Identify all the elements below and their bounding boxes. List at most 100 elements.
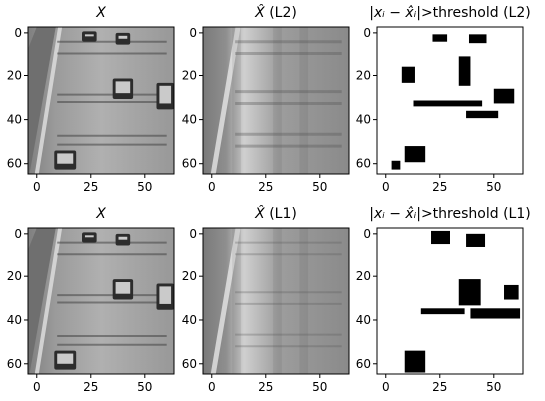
y-tick-label: 20 xyxy=(356,269,371,283)
axes-frame xyxy=(202,227,350,375)
x-tick-label: 25 xyxy=(432,180,447,194)
blur-lane-line xyxy=(210,228,241,374)
mask-blob xyxy=(504,284,519,300)
y-tick-label: 20 xyxy=(7,69,22,83)
panel-threshold-l2: |xᵢ − x̂ᵢ|>threshold (L2) 0 20 40 60 0 25 50 xyxy=(356,5,531,194)
vehicle-highlight xyxy=(118,35,128,39)
panel-image xyxy=(28,228,174,374)
y-tick-label: 0 xyxy=(14,227,22,241)
x-tick-label: 25 xyxy=(432,380,447,394)
road-shoulder xyxy=(28,228,56,374)
vehicle-highlight xyxy=(118,236,128,240)
panel-title: |xᵢ − x̂ᵢ|>threshold (L1) xyxy=(369,206,530,222)
mask-blob xyxy=(391,160,401,170)
blur-vertical-band xyxy=(232,228,241,374)
title-suffix: (L2) xyxy=(265,5,297,21)
title-prefix: | xyxy=(369,206,374,222)
y-tick-label: 0 xyxy=(363,26,371,40)
mask-blob xyxy=(466,233,486,247)
x-tick-label: 50 xyxy=(486,380,501,394)
lane-line xyxy=(34,228,63,374)
y-tick-label: 0 xyxy=(363,227,371,241)
y-tick-label: 20 xyxy=(356,69,371,83)
panel-title: X̂ (L2) xyxy=(254,4,297,21)
axes-frame xyxy=(376,26,524,175)
vehicle-highlight xyxy=(84,34,94,37)
mask-blob xyxy=(468,34,487,44)
x-tick-label: 25 xyxy=(258,380,273,394)
panel-threshold-l1: |xᵢ − x̂ᵢ|>threshold (L1) 0 20 40 60 0 25 50 xyxy=(356,206,531,394)
mask-blob xyxy=(458,279,481,306)
panel-title: X xyxy=(95,206,106,222)
mask-blob xyxy=(466,110,499,119)
vehicle-highlight xyxy=(159,286,172,304)
mask-background xyxy=(377,228,523,374)
axes-frame xyxy=(376,227,524,375)
panel-title: X xyxy=(95,5,106,21)
title-suffix: |>threshold (L2) xyxy=(416,5,530,21)
axes-frame xyxy=(27,227,175,375)
title-suffix: (L1) xyxy=(265,206,297,222)
y-tick-label: 40 xyxy=(182,113,197,127)
y-tick-label: 20 xyxy=(7,269,22,283)
y-tick-label: 60 xyxy=(356,157,371,171)
x-tick-label: 0 xyxy=(382,380,390,394)
mask-blob xyxy=(493,88,515,104)
mask-blob xyxy=(431,230,450,245)
mask-blob xyxy=(404,146,426,163)
y-tick-label: 60 xyxy=(182,157,197,171)
panel-x-l1: X 0 20 40 60 0 25 50 xyxy=(7,206,175,394)
title-italic: xᵢ − x̂ᵢ xyxy=(373,206,417,222)
mask-blob xyxy=(432,34,448,42)
y-tick-label: 40 xyxy=(182,313,197,327)
x-tick-label: 25 xyxy=(83,180,98,194)
x-tick-label: 0 xyxy=(208,380,216,394)
y-tick-label: 60 xyxy=(356,357,371,371)
title-prefix: | xyxy=(369,5,374,21)
panel-image xyxy=(28,27,174,174)
mask-blob xyxy=(404,350,426,373)
blur-vertical-band xyxy=(273,228,282,374)
panel-image xyxy=(377,228,523,374)
y-tick-label: 60 xyxy=(182,357,197,371)
vehicle-shape xyxy=(82,232,97,243)
title-italic: X xyxy=(95,206,106,222)
vehicle-shape xyxy=(82,31,97,42)
mask-blob xyxy=(413,100,483,107)
y-tick-label: 60 xyxy=(7,357,22,371)
blur-vertical-band xyxy=(273,27,282,174)
y-tick-label: 40 xyxy=(7,113,22,127)
blur-vertical-band xyxy=(299,228,309,374)
y-tick-label: 0 xyxy=(189,227,197,241)
panel-title: X̂ (L1) xyxy=(254,205,297,222)
vehicle-highlight xyxy=(115,282,131,294)
y-tick-label: 40 xyxy=(356,313,371,327)
mask-blob xyxy=(420,308,465,315)
mask-blob xyxy=(458,56,471,86)
x-tick-label: 50 xyxy=(137,380,152,394)
blur-vertical-band xyxy=(232,27,241,174)
y-tick-label: 20 xyxy=(182,269,197,283)
x-tick-label: 50 xyxy=(312,180,327,194)
panel-image xyxy=(377,27,523,174)
x-tick-label: 25 xyxy=(83,380,98,394)
title-suffix: |>threshold (L1) xyxy=(416,206,530,222)
y-tick-label: 60 xyxy=(7,157,22,171)
blur-lane-line xyxy=(210,27,241,174)
x-tick-label: 0 xyxy=(33,380,41,394)
road-surface xyxy=(28,27,174,174)
panel-image xyxy=(203,228,349,374)
axes-frame xyxy=(202,26,350,175)
x-tick-label: 50 xyxy=(486,180,501,194)
title-italic: xᵢ − x̂ᵢ xyxy=(373,5,417,21)
lane-line xyxy=(34,27,63,174)
y-tick-label: 40 xyxy=(356,113,371,127)
x-tick-label: 25 xyxy=(258,180,273,194)
vehicle-highlight xyxy=(159,85,172,104)
x-tick-label: 0 xyxy=(382,180,390,194)
mask-blob xyxy=(401,66,415,83)
x-tick-label: 50 xyxy=(137,180,152,194)
panel-x-l2: X 0 20 40 60 0 25 50 xyxy=(7,5,175,194)
